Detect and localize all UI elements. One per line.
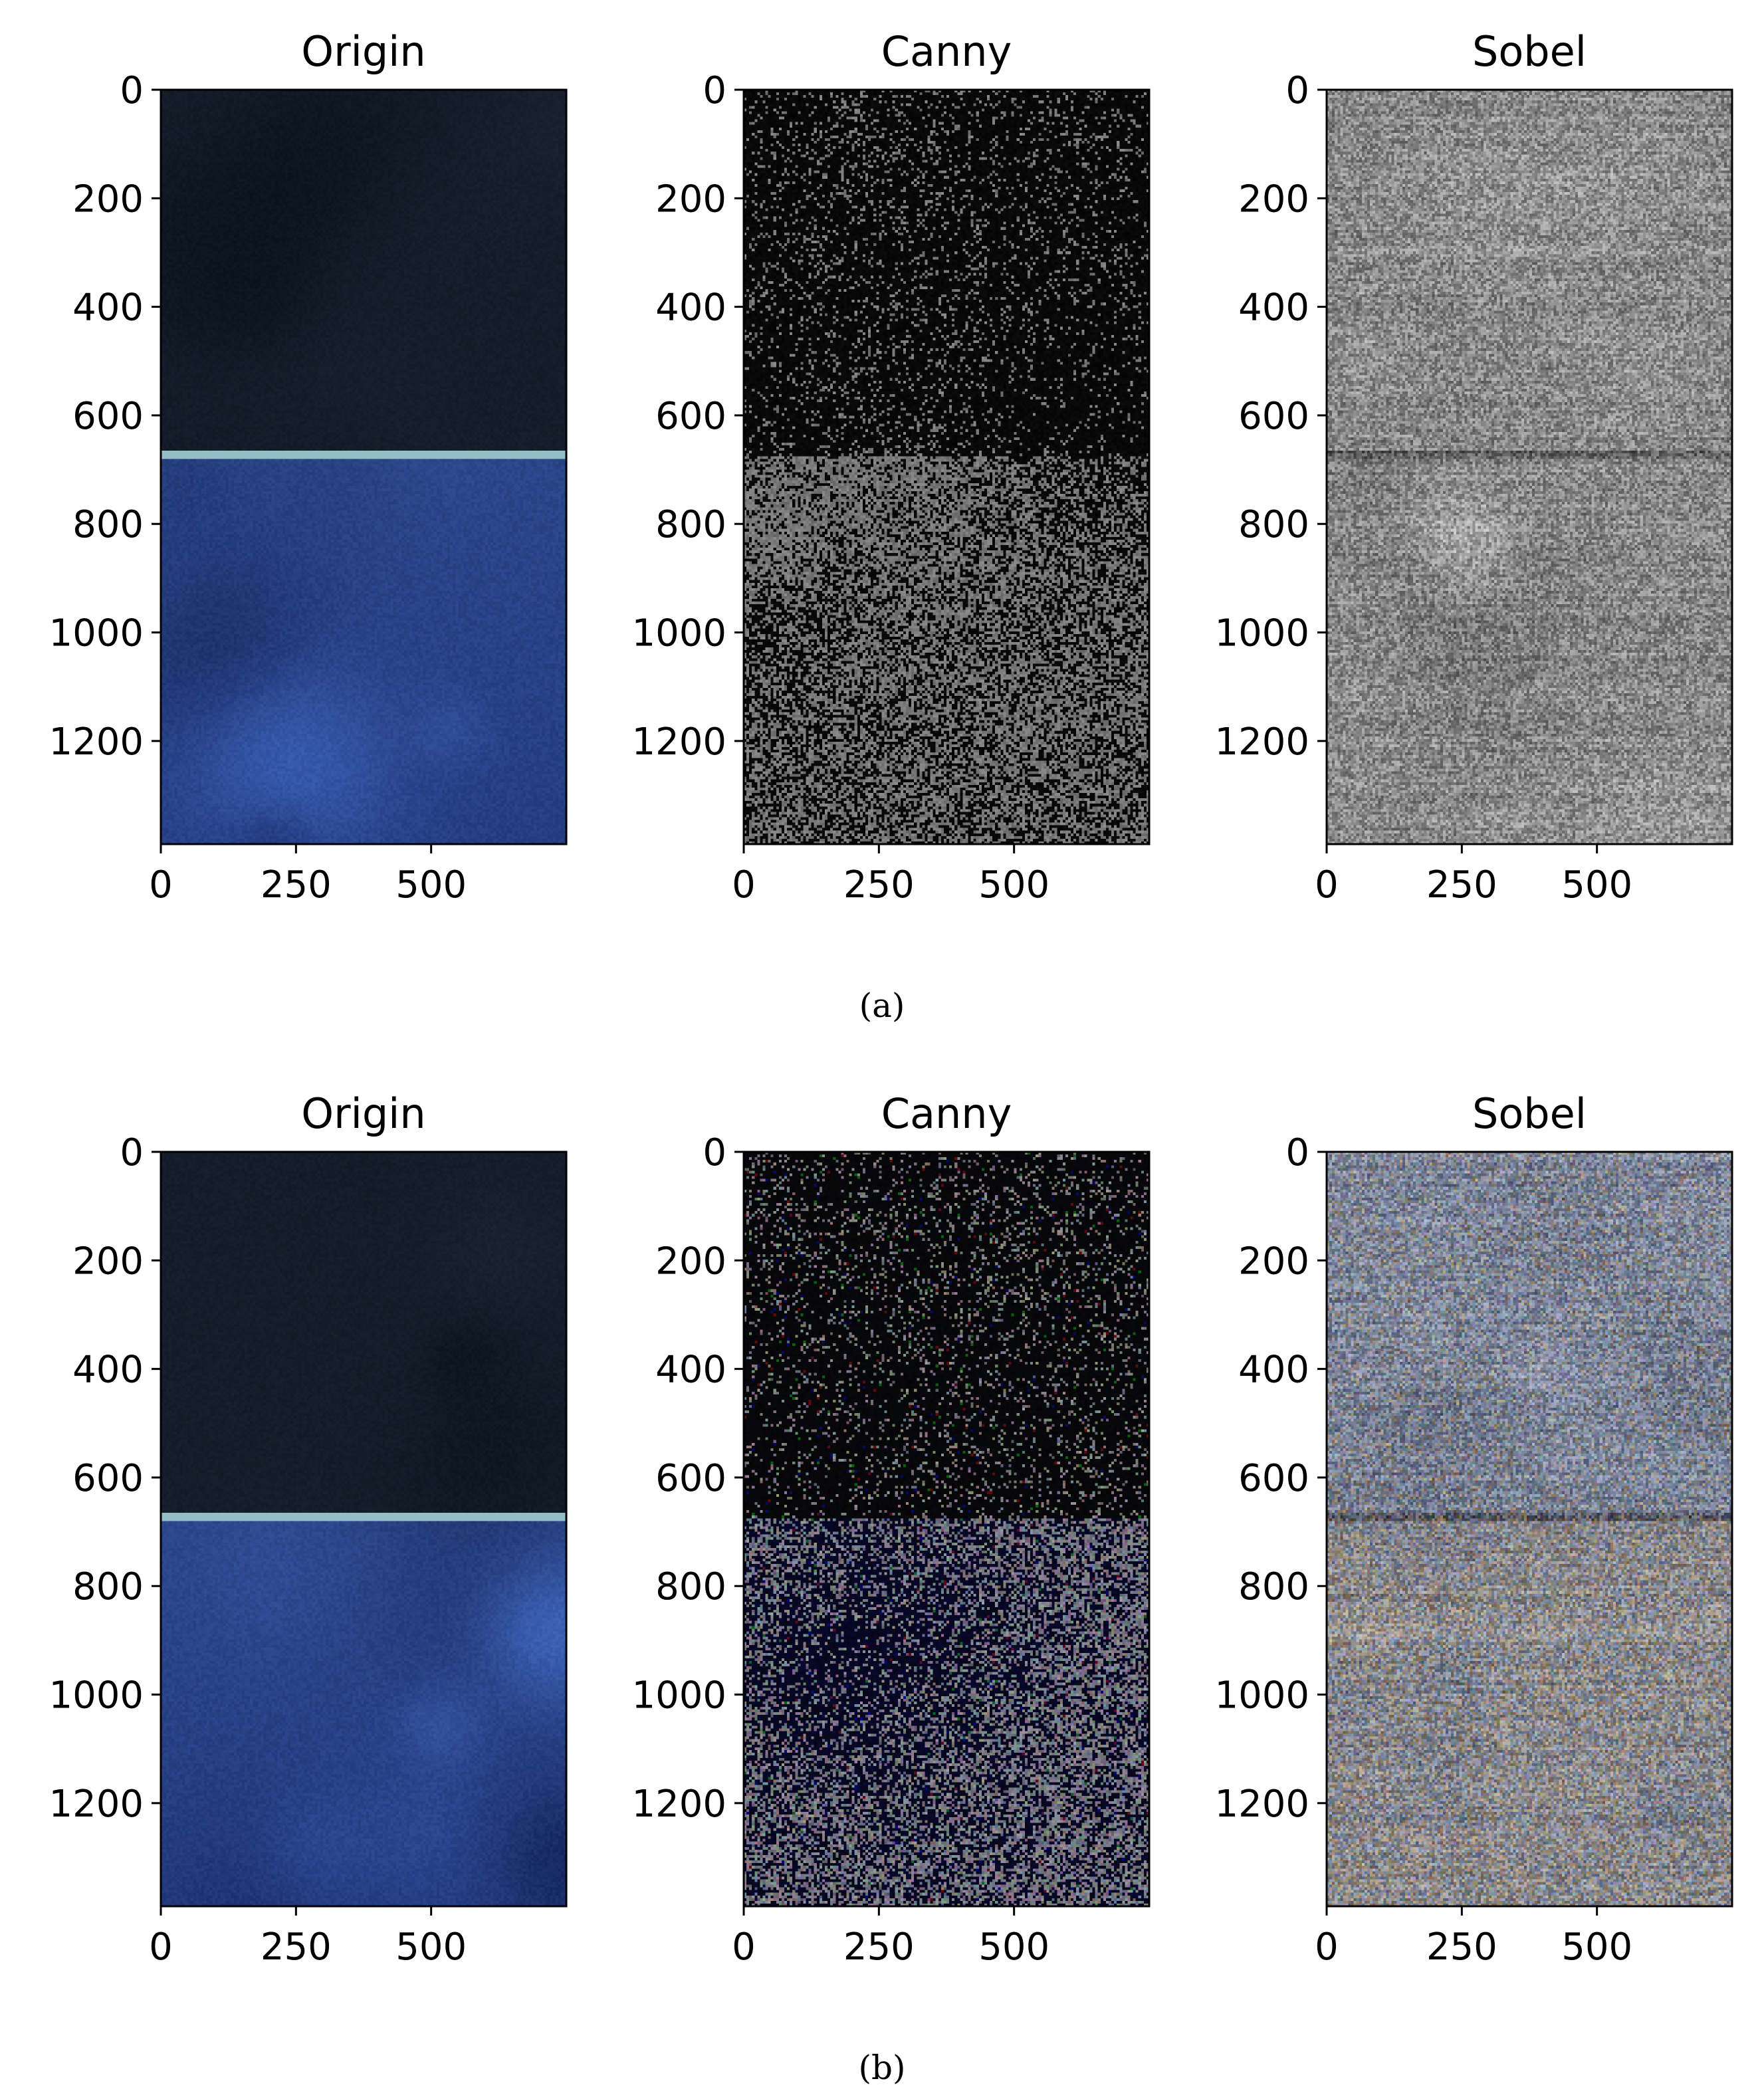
ytick-label: 400	[1238, 286, 1309, 330]
panel-image-5	[1327, 1152, 1732, 1906]
ytick-label: 1000	[631, 1674, 726, 1717]
ytick-label: 400	[655, 286, 726, 330]
ytick-label: 600	[655, 395, 726, 438]
panel-title-1: Canny	[881, 27, 1012, 76]
ytick-label: 800	[655, 503, 726, 546]
ytick-label: 600	[1238, 395, 1309, 438]
ytick-label: 200	[72, 1240, 144, 1283]
panel-3: Origin 0 200 400 600 800 1000 1200 0 250 500	[49, 1089, 568, 1969]
ytick-label: 200	[72, 177, 144, 221]
xtick-label: 0	[732, 1926, 756, 1969]
ytick-label: 600	[655, 1457, 726, 1500]
xtick-label: 250	[843, 863, 915, 907]
xtick-label: 500	[1561, 1926, 1632, 1969]
panel-4: Canny 0 200 400 600 800 1000 1200 0 250 500	[631, 1089, 1151, 1969]
ytick-label: 1000	[631, 612, 726, 655]
ytick-label: 400	[655, 1349, 726, 1392]
xtick-label: 0	[1315, 863, 1339, 907]
ytick-label: 800	[1238, 1565, 1309, 1608]
caption-a: (a)	[859, 986, 905, 1025]
ytick-label: 1000	[49, 612, 144, 655]
panel-frame-3	[160, 1151, 568, 1908]
ytick-label: 200	[655, 1240, 726, 1283]
ytick-label: 1200	[1214, 720, 1309, 764]
panel-image-1	[744, 90, 1149, 844]
panel-frame-0	[160, 88, 568, 845]
ytick-label: 200	[1238, 177, 1309, 221]
panel-image-4	[744, 1152, 1149, 1906]
panel-0: Origin 0 200 400 600 800 1000 1200 0 250 500	[49, 27, 568, 907]
panel-title-2: Sobel	[1472, 27, 1587, 76]
xtick-label: 0	[149, 863, 173, 907]
xtick-label: 250	[1426, 1926, 1497, 1969]
ytick-label: 0	[120, 69, 144, 112]
ytick-label: 1000	[1214, 612, 1309, 655]
ytick-label: 1200	[631, 1783, 726, 1826]
xtick-label: 0	[149, 1926, 173, 1969]
ytick-label: 0	[120, 1131, 144, 1174]
ytick-label: 600	[72, 1457, 144, 1500]
caption-b: (b)	[858, 2048, 905, 2087]
ytick-label: 0	[703, 69, 726, 112]
ytick-label: 1200	[49, 720, 144, 764]
ytick-label: 0	[703, 1131, 726, 1174]
ytick-label: 800	[1238, 503, 1309, 546]
xtick-label: 0	[1315, 1926, 1339, 1969]
ytick-label: 1200	[49, 1783, 144, 1826]
xtick-label: 500	[395, 863, 467, 907]
panel-image-2	[1327, 90, 1732, 844]
xtick-label: 500	[978, 863, 1049, 907]
ytick-label: 1200	[1214, 1783, 1309, 1826]
ytick-label: 800	[655, 1565, 726, 1608]
xtick-label: 250	[1426, 863, 1497, 907]
xtick-label: 500	[978, 1926, 1049, 1969]
panel-frame-5	[1325, 1151, 1733, 1908]
ytick-label: 1000	[1214, 1674, 1309, 1717]
xtick-label: 250	[261, 1926, 332, 1969]
panel-title-5: Sobel	[1472, 1089, 1587, 1138]
ytick-label: 800	[72, 503, 144, 546]
xtick-label: 0	[732, 863, 756, 907]
panel-title-0: Origin	[301, 27, 425, 76]
xtick-label: 500	[395, 1926, 467, 1969]
ytick-label: 600	[1238, 1457, 1309, 1500]
xtick-label: 250	[261, 863, 332, 907]
ytick-label: 400	[1238, 1349, 1309, 1392]
panel-frame-1	[742, 88, 1151, 845]
panel-5: Sobel 0 200 400 600 800 1000 1200 0 250 500	[1214, 1089, 1733, 1969]
ytick-label: 200	[1238, 1240, 1309, 1283]
xtick-label: 250	[843, 1926, 915, 1969]
ytick-label: 600	[72, 395, 144, 438]
panel-2: Sobel 0 200 400 600 800 1000 1200 0 250 500	[1214, 27, 1733, 907]
ytick-label: 0	[1285, 69, 1309, 112]
panel-frame-4	[742, 1151, 1151, 1908]
panel-image-0	[161, 90, 566, 844]
ytick-label: 1000	[49, 1674, 144, 1717]
panel-frame-2	[1325, 88, 1733, 845]
panel-title-3: Origin	[301, 1089, 425, 1138]
xtick-label: 500	[1561, 863, 1632, 907]
panel-title-4: Canny	[881, 1089, 1012, 1138]
ytick-label: 0	[1285, 1131, 1309, 1174]
panel-1: Canny 0 200 400 600 800 1000 1200 0 250 500	[631, 27, 1151, 907]
ytick-label: 400	[72, 1349, 144, 1392]
ytick-label: 400	[72, 286, 144, 330]
ytick-label: 1200	[631, 720, 726, 764]
panel-image-3	[161, 1152, 566, 1906]
ytick-label: 200	[655, 177, 726, 221]
ytick-label: 800	[72, 1565, 144, 1608]
